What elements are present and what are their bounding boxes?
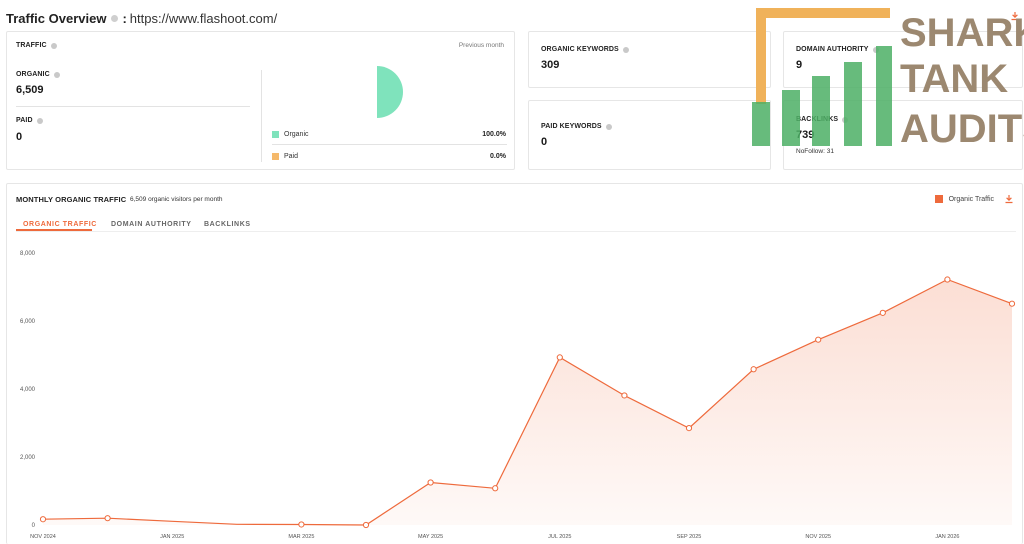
tab-organic-traffic[interactable]: ORGANIC TRAFFIC [23,221,97,228]
data-point[interactable] [362,521,370,529]
organic-keywords-value: 309 [541,59,560,71]
tab-domain-authority[interactable]: DOMAIN AUTHORITY [111,221,192,228]
data-point[interactable] [879,309,886,316]
traffic-pie-chart [377,66,403,118]
title-separator: : [122,10,127,26]
organic-pct: 100.0% [482,131,506,138]
data-point[interactable] [685,425,693,432]
info-icon[interactable] [605,123,612,130]
logo-bar [812,76,830,146]
paid-pct: 0.0% [490,153,506,160]
y-tick-label: 4,000 [20,387,36,393]
x-tick-label: MAY 2025 [418,534,443,540]
organic-traffic-chart: 0 2,000 4,000 6,000 8,000 NOV 2024 JAN 2025 MA… [20,251,1016,540]
domain-authority-value: 9 [796,59,803,71]
legend-organic-label: Organic [284,131,309,138]
traffic-card: TRAFFIC Previous month ORGANIC 6,509 PAI… [6,31,515,170]
vertical-divider [261,70,262,162]
x-tick-label: JAN 2025 [160,534,184,540]
paid-keywords-card: PAID KEYWORDS 0 [528,100,771,170]
tab-backlinks[interactable]: BACKLINKS [204,221,251,228]
tabs-divider [16,231,1016,232]
data-point[interactable] [750,366,757,373]
shark-tank-audits-logo: SHARK TANK AUDITS [752,8,1024,146]
series-area [43,279,1012,525]
data-point[interactable] [621,392,628,399]
logo-bar [752,102,770,146]
paid-label: PAID [16,117,43,124]
y-tick-label: 8,000 [20,251,36,257]
period-label: Previous month [458,42,504,49]
logo-bracket [756,8,890,104]
info-icon[interactable] [50,42,57,49]
monthly-traffic-card: MONTHLY ORGANIC TRAFFIC 6,509 organic vi… [6,183,1023,544]
paid-value: 0 [16,131,23,143]
pie-slice-organic [377,66,403,118]
info-icon[interactable] [872,46,879,53]
x-tick-label: SEP 2025 [677,534,702,540]
domain-authority-label: DOMAIN AUTHORITY [796,46,879,53]
logo-bar [782,90,800,146]
info-icon[interactable] [111,14,119,22]
page-header: Traffic Overview : https://www.flashoot.… [6,9,277,27]
legend-paid-label: Paid [284,153,299,160]
data-point[interactable] [556,354,563,361]
y-tick-label: 6,000 [20,319,36,325]
x-tick-label: JUL 2025 [548,534,571,540]
monthly-title: MONTHLY ORGANIC TRAFFIC [16,195,127,204]
paid-keywords-label: PAID KEYWORDS [541,123,612,130]
nofollow-count: NoFollow: 31 [796,148,834,155]
organic-swatch [272,131,279,138]
data-point[interactable] [298,521,305,528]
domain-url[interactable]: https://www.flashoot.com/ [129,10,278,26]
backlinks-value: 739 [796,129,815,141]
chart-legend[interactable]: Organic Traffic [934,195,994,203]
traffic-label: TRAFFIC [16,42,57,49]
data-point[interactable] [427,479,434,486]
divider [16,106,250,107]
info-icon[interactable] [36,117,43,124]
logo-line-3: AUDITS [900,107,1024,146]
legend-organic: Organic [272,131,309,138]
organic-label: ORGANIC [16,71,60,78]
series-line [42,278,1013,526]
x-tick-label: JAN 2026 [935,534,959,540]
organic-keywords-card: ORGANIC KEYWORDS 309 [528,31,771,88]
organic-keywords-label: ORGANIC KEYWORDS [541,46,629,53]
data-point[interactable] [104,515,111,522]
download-icon[interactable] [1010,11,1020,21]
data-point[interactable] [39,516,47,523]
logo-line-1: SHARK [900,11,1024,55]
active-tab-indicator [16,229,92,231]
data-point[interactable] [492,485,499,492]
data-point[interactable] [1008,300,1016,307]
info-icon[interactable] [622,46,629,53]
x-tick-label: NOV 2024 [30,534,56,540]
legend-paid: Paid [272,153,298,160]
y-tick-label: 0 [32,523,36,529]
legend-label: Organic Traffic [948,195,994,203]
organic-value: 6,509 [16,84,44,96]
data-point[interactable] [944,276,951,283]
y-tick-label: 2,000 [20,455,36,461]
paid-keywords-value: 0 [541,136,548,148]
legend-swatch [934,195,943,203]
monthly-subtitle: 6,509 organic visitors per month [130,196,223,203]
data-point[interactable] [815,336,822,343]
x-tick-label: MAR 2025 [288,534,314,540]
divider [272,144,507,145]
page-title: Traffic Overview [6,10,107,26]
download-icon[interactable] [1004,194,1014,204]
info-icon[interactable] [53,71,60,78]
logo-bar [844,62,862,146]
logo-bar [876,46,892,146]
paid-swatch [272,153,279,160]
logo-line-2: TANK [900,57,1008,101]
x-tick-label: NOV 2025 [805,534,831,540]
